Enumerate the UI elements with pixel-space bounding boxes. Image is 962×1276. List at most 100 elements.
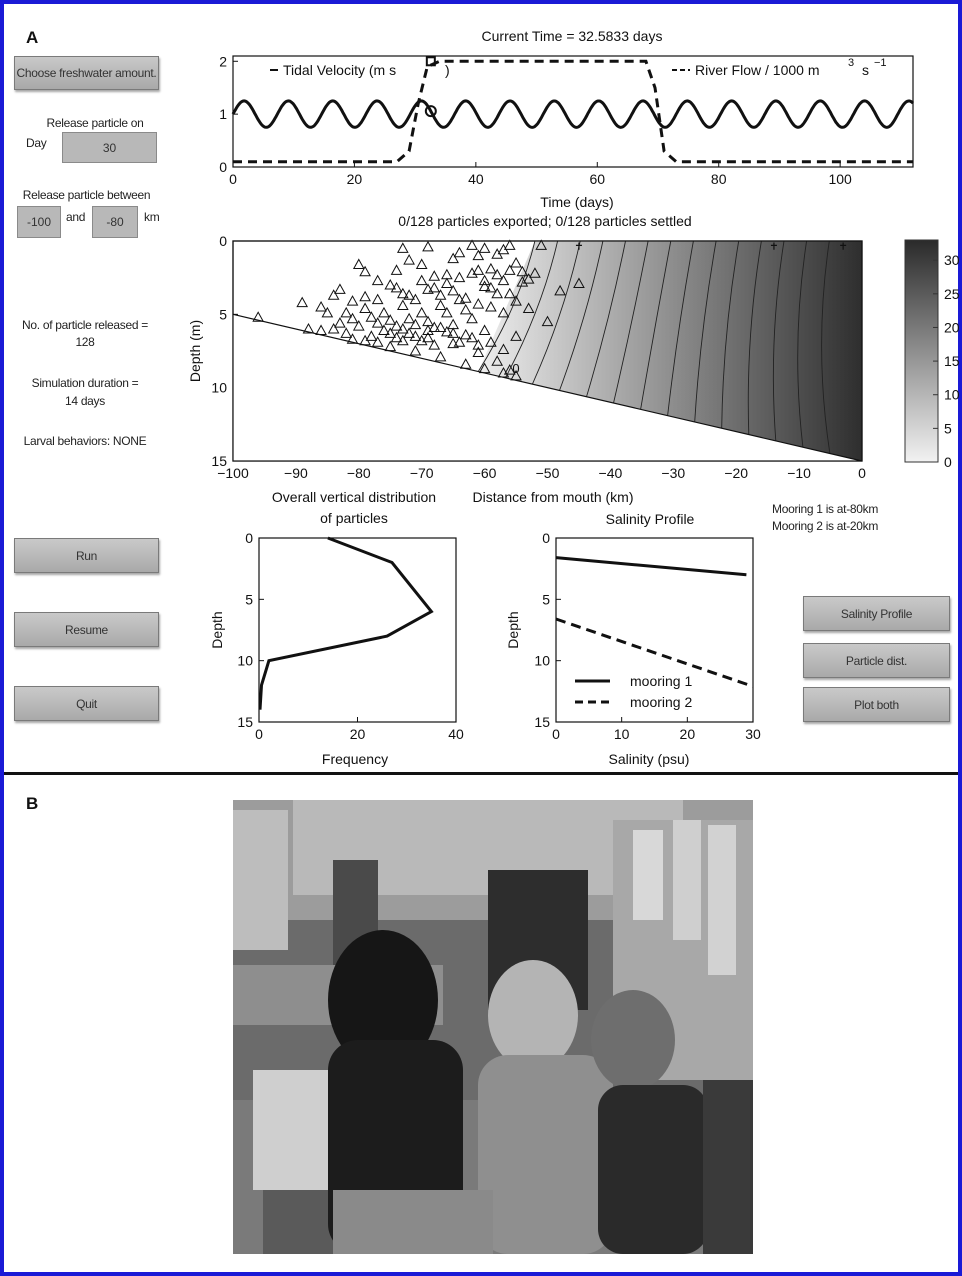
particle-marker [503, 239, 516, 250]
particle-marker [409, 330, 422, 341]
salinity-contour [640, 240, 672, 410]
time-series-chart: 0 20 40 60 80 100 0 1 2 Current Time = 32.5833 da… [219, 28, 915, 210]
section-xtick-label: 0 [858, 465, 866, 481]
vertical-distribution-line [258, 536, 434, 710]
particle-marker [422, 324, 434, 335]
surface-marker [770, 242, 777, 250]
section-chart-xlabel: Distance from mouth (km) [472, 489, 633, 505]
estuary-section-chart: −100 −90 −80 −70 −60 −50 −40 −30 −20 −10 00510150/… [187, 213, 960, 505]
particle-marker [478, 324, 491, 335]
particle-marker [459, 292, 472, 303]
section-xtick-label: −60 [473, 465, 497, 481]
particle-marker [327, 322, 340, 334]
vertical-axes-box [258, 537, 457, 723]
particle-marker [390, 264, 403, 275]
salinity-chart-ylabel: Depth [505, 611, 521, 648]
vertical-xtick-label: 40 [448, 726, 464, 742]
particle-marker [485, 336, 497, 347]
particle-marker [459, 328, 472, 340]
particle-marker [396, 322, 409, 334]
particle-marker [434, 289, 447, 300]
particle-marker [466, 239, 478, 250]
tidal-legend-suffix: ) [445, 62, 450, 78]
section-xtick-label: −10 [787, 465, 811, 481]
particle-marker [352, 258, 365, 269]
salinity-contour [721, 240, 740, 429]
vertical-xtick-label: 0 [255, 726, 263, 742]
salinity-ytick-label: 15 [534, 714, 550, 730]
particle-marker [415, 258, 428, 269]
salinity-ytick-label: 10 [534, 653, 550, 669]
particle-marker [422, 315, 434, 327]
plot-both-button[interactable]: Plot both [803, 687, 950, 722]
particle-marker [529, 267, 541, 278]
particle-marker [497, 306, 510, 318]
section-chart-title: 0/128 particles exported; 0/128 particle… [398, 213, 691, 229]
particle-marker [428, 270, 441, 281]
salinity-xtick-label: 10 [614, 726, 630, 742]
particle-marker [334, 317, 346, 328]
particle-marker [390, 281, 403, 293]
particle-marker [453, 271, 466, 283]
particle-marker [378, 306, 390, 318]
choose-freshwater-button[interactable]: Choose freshwater amount. [14, 56, 159, 90]
colorbar-tick-label: 30 [944, 252, 960, 268]
particle-marker [447, 252, 459, 264]
section-ytick-label: 15 [211, 453, 227, 469]
km-label: km [144, 210, 160, 224]
particle-marker [422, 240, 434, 252]
salinity-legend-label: mooring 1 [630, 673, 692, 689]
panel-b-label: B [26, 794, 39, 813]
particle-marker [384, 340, 397, 352]
larval-behaviors-text: Larval behaviors: NONE [23, 434, 147, 448]
salinity-contour [531, 240, 581, 385]
mooring1-note: Mooring 1 is at-80km [772, 502, 879, 516]
salinity-profile-button[interactable]: Salinity Profile [803, 596, 950, 631]
vertical-chart-ylabel: Depth [209, 611, 225, 648]
colorbar-tick-label: 5 [944, 420, 952, 436]
quit-button[interactable]: Quit [14, 686, 159, 721]
vertical-ytick-label: 15 [237, 714, 253, 730]
particle-marker [441, 277, 453, 289]
particle-marker [510, 369, 522, 381]
salinity-axes-box [555, 537, 754, 723]
resume-button[interactable]: Resume [14, 612, 159, 647]
section-xtick-label: −100 [217, 465, 249, 481]
section-xtick-label: −40 [599, 465, 623, 481]
salinity-contour [559, 240, 604, 391]
colorbar-tick-label: 15 [944, 353, 960, 369]
time-ytick-label: 2 [219, 53, 227, 69]
particle-marker [252, 311, 265, 322]
particle-marker [403, 289, 415, 300]
particle-marker [466, 312, 478, 324]
particle-marker [453, 336, 466, 347]
particles-released-label: No. of particle released = [22, 318, 148, 332]
particle-marker [447, 327, 459, 338]
particle-marker [327, 289, 340, 300]
run-button[interactable]: Run [14, 538, 159, 573]
particle-marker [396, 287, 409, 299]
tidal-current-marker [424, 105, 437, 118]
range-from-input[interactable]: -100 [17, 206, 61, 238]
particle-marker [510, 295, 522, 306]
particle-marker [346, 312, 359, 324]
particle-marker [334, 283, 346, 294]
particle-marker [491, 268, 504, 280]
range-to-input[interactable]: -80 [92, 206, 138, 238]
release-day-input[interactable]: 30 [62, 132, 157, 163]
vertical-chart-title-line2: of particles [320, 510, 388, 526]
particle-marker [371, 336, 384, 347]
particle-marker [403, 254, 415, 265]
salinity-xtick-label: 20 [680, 726, 696, 742]
particle-marker [503, 287, 516, 299]
particle-marker [409, 344, 422, 356]
release-between-label: Release particle between [22, 188, 151, 202]
river-legend-exponent: −1 [874, 57, 887, 69]
time-xtick-label: 0 [229, 171, 237, 187]
particle-marker [434, 299, 447, 311]
particle-dist-button[interactable]: Particle dist. [803, 643, 950, 678]
duration-label: Simulation duration = [31, 376, 139, 390]
salinity-contour [797, 240, 808, 448]
